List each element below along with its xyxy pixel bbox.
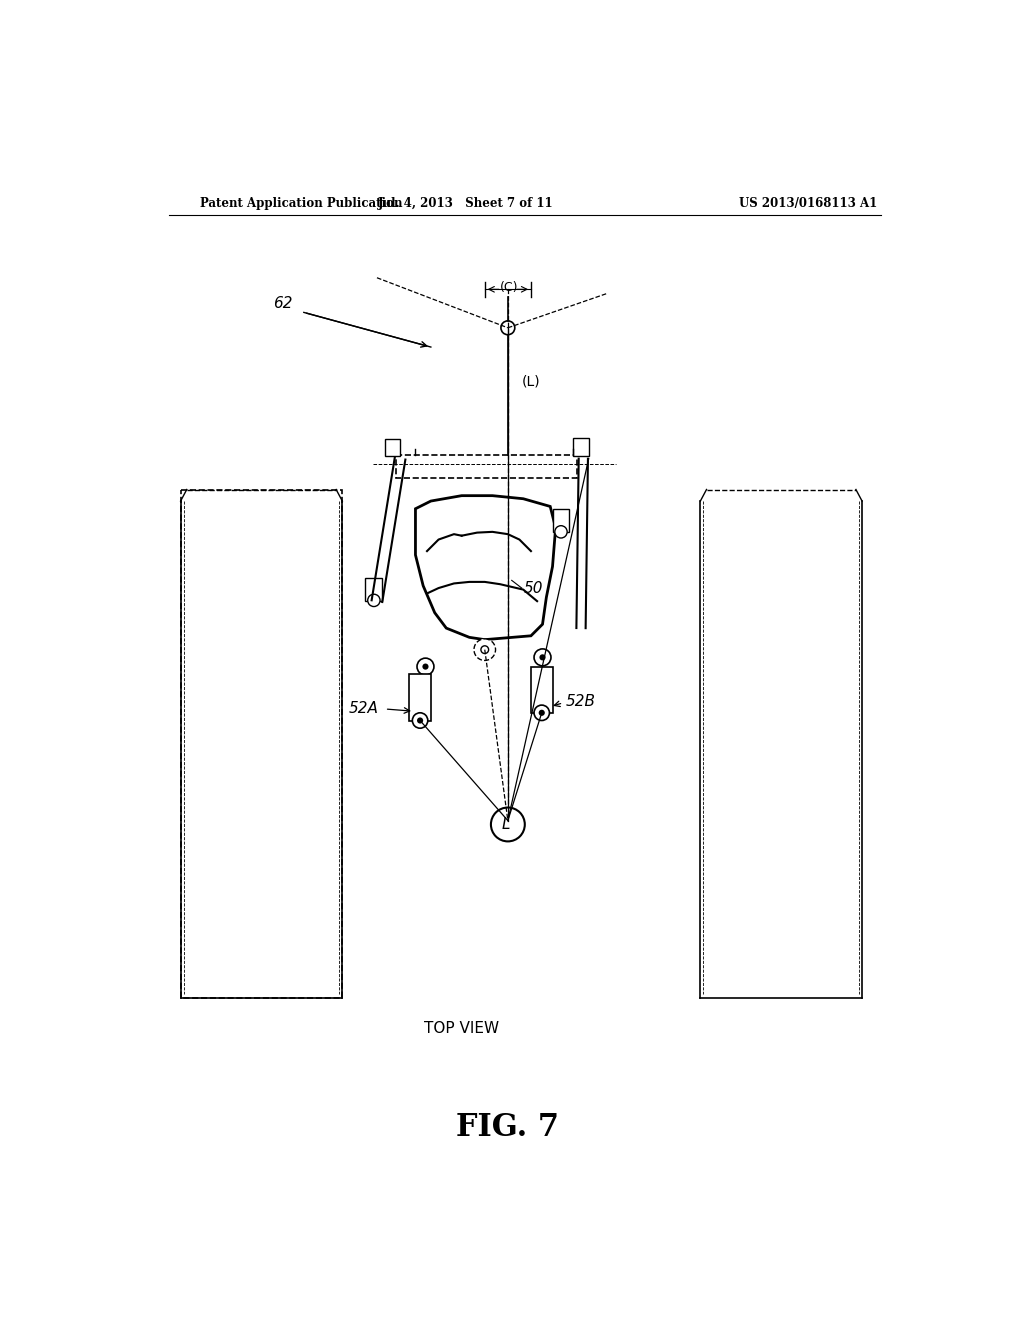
Text: TOP VIEW: TOP VIEW: [424, 1020, 500, 1036]
Circle shape: [422, 664, 429, 669]
Circle shape: [535, 649, 551, 665]
Bar: [385, 440, 400, 457]
Text: (C): (C): [500, 281, 518, 294]
Bar: [553, 508, 569, 532]
Circle shape: [481, 645, 488, 653]
Text: (L): (L): [521, 375, 541, 388]
Circle shape: [417, 718, 423, 723]
Text: US 2013/0168113 A1: US 2013/0168113 A1: [739, 197, 878, 210]
Circle shape: [535, 705, 550, 721]
Circle shape: [490, 808, 525, 841]
Bar: [180, 490, 342, 998]
Circle shape: [474, 639, 496, 660]
Text: 52A: 52A: [348, 701, 378, 717]
Text: 52B: 52B: [565, 694, 596, 709]
Bar: [366, 578, 382, 601]
Bar: [531, 667, 553, 713]
Bar: [410, 675, 431, 721]
Text: L: L: [502, 817, 510, 832]
Circle shape: [417, 659, 434, 675]
Circle shape: [555, 525, 567, 539]
Text: FIG. 7: FIG. 7: [457, 1111, 559, 1143]
Circle shape: [368, 594, 380, 607]
Bar: [396, 455, 578, 478]
Text: Patent Application Publication: Patent Application Publication: [200, 197, 402, 210]
PathPatch shape: [416, 496, 556, 640]
Bar: [573, 438, 589, 457]
Text: Jul. 4, 2013   Sheet 7 of 11: Jul. 4, 2013 Sheet 7 of 11: [378, 197, 553, 210]
Circle shape: [413, 713, 428, 729]
Circle shape: [540, 655, 546, 660]
Text: 62: 62: [273, 296, 293, 310]
Circle shape: [539, 710, 545, 715]
Circle shape: [501, 321, 515, 335]
Text: 50: 50: [523, 581, 543, 595]
